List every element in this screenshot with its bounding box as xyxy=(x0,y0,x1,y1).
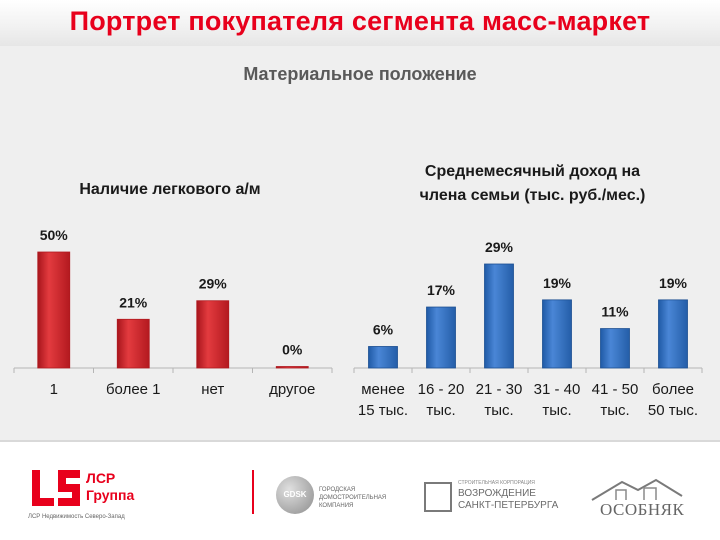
gdsk-text: ГОРОДСКАЯ ДОМОСТРОИТЕЛЬНАЯ КОМПАНИЯ xyxy=(319,487,387,509)
car-ownership-bar xyxy=(116,318,150,369)
income-category-label: тыс. xyxy=(484,402,513,419)
income-data-label: 11% xyxy=(601,304,629,320)
car-ownership-chart: 50% 1 21% более 1 29% нет 0% другое xyxy=(13,227,333,398)
osobnyak-logo: ОСОБНЯК xyxy=(582,476,698,522)
income-category-label: 15 тыс. xyxy=(358,402,408,419)
income-data-label: 17% xyxy=(427,282,456,298)
lsr-name: ЛСР Группа xyxy=(86,470,134,504)
income-chart: 6% менее 15 тыс. 17% 16 - 20 тыс. 29% 21 - 30 ты… xyxy=(353,239,703,419)
content-area: Материальное положение Наличие легкового… xyxy=(0,46,720,440)
income-category-label: менее xyxy=(361,381,405,398)
lsr-name-line: ЛСР xyxy=(86,470,116,486)
footer-divider xyxy=(0,440,720,442)
income-bar xyxy=(484,263,514,369)
car-ownership-bar xyxy=(37,251,71,369)
title-band: Портрет покупателя сегмента масс-маркет xyxy=(0,0,720,46)
vozrozhdenie-small: СТРОИТЕЛЬНАЯ КОРПОРАЦИЯ xyxy=(458,480,535,486)
car-ownership-category-label: нет xyxy=(201,381,224,398)
car-ownership-bar xyxy=(196,300,230,369)
lsr-mark-icon xyxy=(32,470,80,506)
car-ownership-category-label: более 1 xyxy=(106,381,161,398)
gdsk-logo: GDSK ГОРОДСКАЯ ДОМОСТРОИТЕЛЬНАЯ КОМПАНИЯ xyxy=(276,474,406,514)
income-data-label: 6% xyxy=(373,321,394,337)
car-ownership-chart-title: Наличие легкового а/м xyxy=(79,181,261,198)
income-data-label: 19% xyxy=(659,275,688,291)
income-category-label: тыс. xyxy=(542,402,571,419)
car-ownership-data-label: 0% xyxy=(282,342,303,358)
bar-charts: 50% 1 21% более 1 29% нет 0% другое 6% менее 15 ты… xyxy=(13,227,703,419)
car-ownership-data-label: 50% xyxy=(40,227,69,243)
osobnyak-name: ОСОБНЯК xyxy=(600,500,685,519)
income-bar xyxy=(658,299,688,369)
income-category-label: 31 - 40 xyxy=(534,381,581,398)
vozrozhdenie-building-icon xyxy=(424,482,452,512)
gdsk-mark: GDSK xyxy=(276,476,314,514)
income-bar xyxy=(542,299,572,369)
income-chart-title: Среднемесячный доход на члена семьи (тыс… xyxy=(355,160,710,208)
lsr-name-line: Группа xyxy=(86,487,135,503)
income-category-label: 41 - 50 xyxy=(592,381,639,398)
income-bar xyxy=(600,328,630,369)
income-bar xyxy=(368,346,398,369)
car-ownership-category-label: другое xyxy=(269,381,315,398)
income-category-label: 50 тыс. xyxy=(648,402,698,419)
section-subtitle: Материальное положение xyxy=(243,64,477,84)
income-category-label: более xyxy=(652,381,694,398)
vozrozhdenie-line: ВОЗРОЖДЕНИЕ xyxy=(458,488,536,499)
osobnyak-house-icon xyxy=(591,478,683,501)
vozrozhdenie-line: САНКТ-ПЕТЕРБУРГА xyxy=(458,500,559,511)
lsr-tagline: ЛСР Недвижимость Северо-Запад xyxy=(28,514,125,520)
car-ownership-bar xyxy=(275,366,309,369)
car-ownership-category-label: 1 xyxy=(50,381,58,398)
car-ownership-data-label: 29% xyxy=(199,276,228,292)
lsr-group-logo: ЛСР Группа ЛСР Недвижимость Северо-Запад xyxy=(28,466,158,522)
income-chart-title-line: Среднемесячный доход на xyxy=(424,163,641,180)
vozrozhdenie-logo: СТРОИТЕЛЬНАЯ КОРПОРАЦИЯ ВОЗРОЖДЕНИЕ САНК… xyxy=(424,480,564,516)
income-category-label: тыс. xyxy=(426,402,455,419)
income-category-label: тыс. xyxy=(600,402,629,419)
vozrozhdenie-name: ВОЗРОЖДЕНИЕ САНКТ-ПЕТЕРБУРГА xyxy=(458,488,558,512)
income-chart-title-line: члена семьи (тыс. руб./мес.) xyxy=(419,187,646,204)
income-bar xyxy=(426,306,456,369)
income-data-label: 19% xyxy=(543,275,572,291)
logo-divider xyxy=(252,470,254,514)
slide-title: Портрет покупателя сегмента масс-маркет xyxy=(69,6,651,36)
footer-logos: ЛСР Группа ЛСР Недвижимость Северо-Запад… xyxy=(0,440,720,540)
income-category-label: 21 - 30 xyxy=(476,381,523,398)
income-data-label: 29% xyxy=(485,239,514,255)
income-category-label: 16 - 20 xyxy=(418,381,465,398)
car-ownership-data-label: 21% xyxy=(119,294,148,310)
